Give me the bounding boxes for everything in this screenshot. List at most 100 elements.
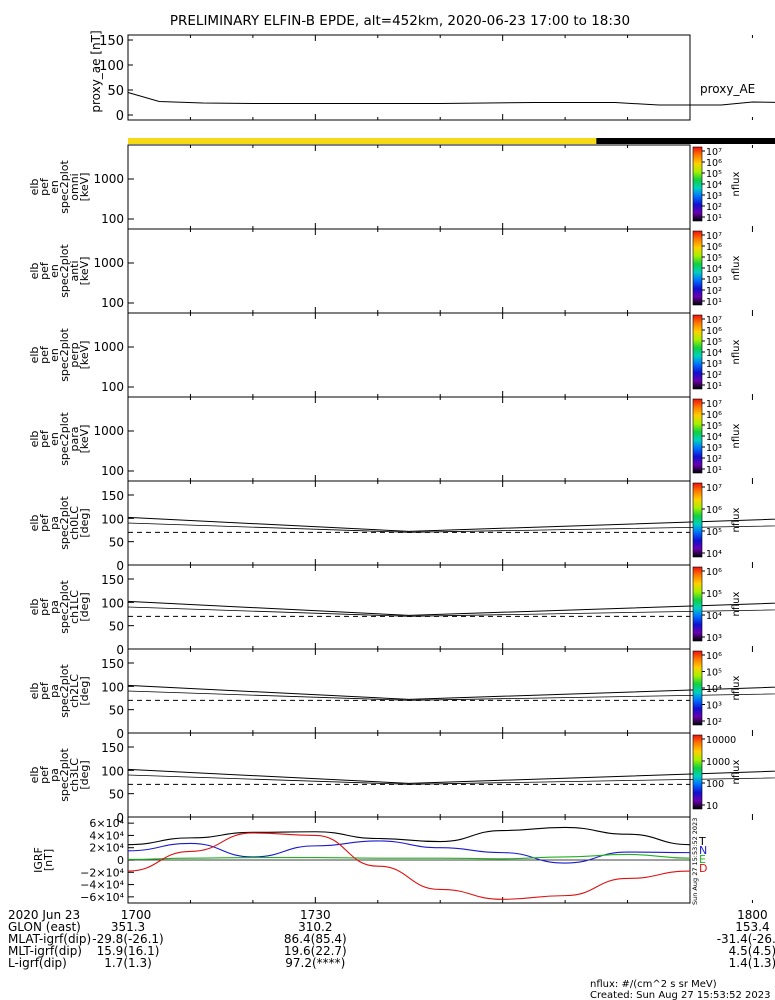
y-axis-label: elbpefenspec2plotpara[keV] [28, 412, 91, 466]
loss-cone-line [127, 768, 775, 784]
y-tick-label: −4×10⁴ [80, 879, 124, 892]
y-tick-label: 150 [99, 34, 124, 49]
legend-entry: D [699, 862, 707, 875]
colorbar-tick-label: 10⁶ [706, 326, 722, 337]
y-tick-label: 1000 [93, 172, 124, 186]
colorbar-tick-label: 10⁶ [706, 410, 722, 421]
y-tick-label: 100 [101, 296, 124, 310]
x-row-label: MLT-igrf(dip) [8, 944, 82, 958]
y-tick-label: −2×10⁴ [80, 866, 124, 879]
colorbar-label: nflux [731, 591, 742, 616]
colorbar-tick-label: 10⁵ [706, 668, 722, 679]
colorbar-tick-label: 10⁴ [706, 348, 722, 359]
colorbar-tick-label: 10³ [706, 633, 722, 644]
colorbar-tick-label: 10⁵ [706, 337, 722, 348]
colorbar-tick-label: 10¹ [706, 297, 722, 308]
y-axis-label: IGRF[nT] [32, 847, 55, 873]
colorbar-tick-label: 10⁷ [706, 147, 722, 158]
y-tick-label: 100 [101, 212, 124, 226]
loss-cone-line [127, 684, 775, 700]
colorbar-tick-label: 10³ [706, 275, 722, 286]
proxy-ae-panel: 150 100 50 0 proxy_ae [nT] proxy_AE [89, 30, 775, 124]
y-tick-label: 0 [116, 109, 124, 124]
plot-frame [127, 480, 691, 566]
colorbar-tick-label: 10⁷ [706, 315, 722, 326]
pitch-angle-panel: 150 100 50 0 elbpefpaspec2plotch2LC[deg] 10⁶ 1… [28, 648, 775, 741]
colorbar-label: nflux [731, 255, 742, 280]
y-tick-label: 1000 [93, 340, 124, 354]
colorbar-tick-label: 10⁶ [706, 505, 722, 516]
y-tick-label: 150 [101, 741, 124, 755]
energy-spectrogram-panel: 1000100elbpefenspec2plotperp[keV]10⁷10⁶1… [28, 312, 753, 398]
energy-spectrogram-panel: 1000100elbpefenspec2plotpara[keV]10⁷10⁶1… [28, 396, 753, 482]
legend-proxy-ae: proxy_AE [700, 82, 755, 96]
y-tick-label: 50 [107, 84, 124, 99]
legend-entry: E [699, 853, 706, 866]
y-tick-label: 100 [101, 512, 124, 526]
colorbar-tick-label: 10² [706, 717, 722, 728]
colorbar-tick-label: 10⁴ [706, 264, 722, 275]
colorbar-tick-label: 10⁴ [706, 432, 722, 443]
y-tick-label: 50 [109, 536, 124, 550]
colorbar-tick-label: 10³ [706, 191, 722, 202]
y-tick-label: 50 [109, 620, 124, 634]
colorbar-tick-label: 10² [706, 454, 722, 465]
colorbar-tick-label: 10¹ [706, 465, 722, 476]
x-row-value: 1800 [737, 908, 768, 922]
loss-cone-line [127, 690, 775, 701]
y-tick-label: 50 [109, 788, 124, 802]
pitch-angle-panel: 150 100 50 0 elbpefpaspec2plotch1LC[deg] 10⁶ 1… [28, 564, 775, 657]
colorbar [692, 146, 703, 222]
colorbar [692, 482, 703, 558]
colorbar-tick-label: 10000 [706, 735, 736, 746]
colorbar-tick-label: 10¹ [706, 381, 722, 392]
colorbar [692, 398, 703, 474]
y-tick-label: 6×10⁴ [89, 817, 124, 830]
colorbar-tick-label: 10⁵ [706, 253, 722, 264]
colorbar-tick-label: 10² [706, 202, 722, 213]
y-tick-label: 100 [101, 764, 124, 778]
eclipse-bar [596, 138, 775, 144]
y-axis-label: elbpefenspec2plotperp[keV] [28, 328, 91, 382]
plot-frame [127, 312, 691, 398]
y-axis-label: elbpefpaspec2plotch0LC[deg] [28, 496, 91, 550]
colorbar-tick-label: 100 [706, 779, 724, 790]
colorbar-label: nflux [731, 675, 742, 700]
y-tick-label: 4×10⁴ [89, 829, 124, 842]
y-tick-label: 100 [101, 596, 124, 610]
colorbar-tick-label: 10² [706, 370, 722, 381]
y-axis-label: elbpefpaspec2plotch2LC[deg] [28, 664, 91, 718]
y-tick-label: 1000 [93, 256, 124, 270]
plot-frame [127, 144, 691, 230]
y-axis-label: elbpefenspec2plotanti[keV] [28, 244, 91, 298]
plot-frame [127, 564, 691, 650]
y-tick-label: 0 [117, 854, 124, 867]
y-tick-label: 100 [101, 680, 124, 694]
units-note: nflux: #/(cm^2 s sr MeV) [590, 979, 717, 990]
legend-entry: N [699, 844, 707, 857]
y-tick-label: −6×10⁴ [80, 891, 124, 904]
x-row-label: GLON (east) [8, 920, 81, 934]
y-tick-label: 50 [109, 704, 124, 718]
pitch-angle-panel: 150 100 50 0 elbpefpaspec2plotch0LC[deg] 10⁷ 1… [28, 480, 775, 573]
x-row-value: -31.4(-26.7) [717, 932, 775, 946]
plot-frame [127, 396, 691, 482]
y-axis-label: elbpefpaspec2plotch1LC[deg] [28, 580, 91, 634]
y-tick-label: 150 [101, 573, 124, 587]
colorbar-tick-label: 10⁷ [706, 483, 722, 494]
colorbar-tick-label: 10⁷ [706, 399, 722, 410]
plot-frame [127, 228, 691, 314]
y-tick-label: 150 [101, 657, 124, 671]
loss-cone-line [127, 600, 775, 616]
figure-title: PRELIMINARY ELFIN-B EPDE, alt=452km, 202… [170, 13, 630, 29]
colorbar-tick-label: 10⁶ [706, 567, 722, 578]
loss-cone-line [127, 516, 775, 532]
y-axis-label: elbpefenspec2plotomni[keV] [28, 160, 91, 214]
y-tick-label: 2×10⁴ [89, 842, 124, 855]
colorbar-label: nflux [731, 423, 742, 448]
colorbar-tick-label: 10⁴ [706, 611, 722, 622]
energy-spectrogram-panel: 1000100elbpefenspec2plotanti[keV]10⁷10⁶1… [28, 228, 753, 314]
x-row-value: 1700 [121, 908, 152, 922]
